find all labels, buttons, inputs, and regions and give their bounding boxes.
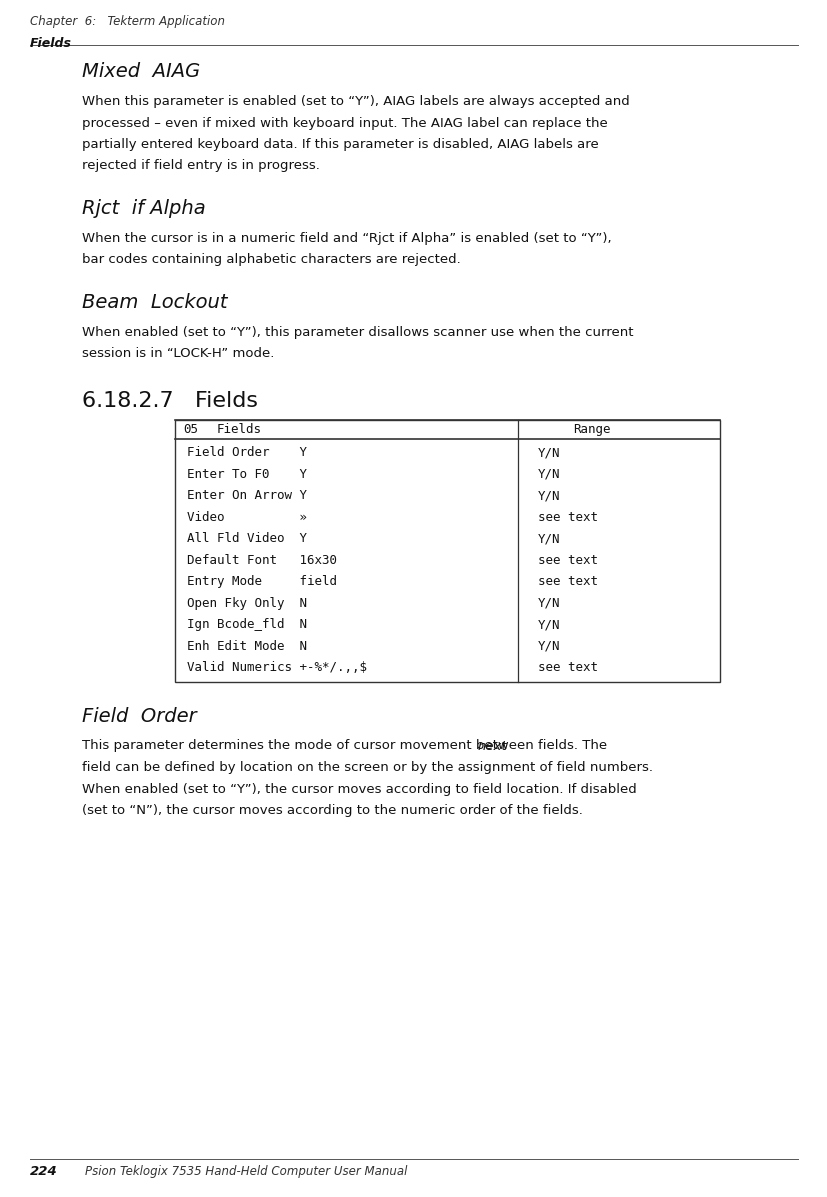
Text: Y/N: Y/N — [538, 597, 560, 609]
Text: 6.18.2.7   Fields: 6.18.2.7 Fields — [82, 391, 258, 411]
Text: Beam  Lockout: Beam Lockout — [82, 293, 227, 312]
Text: Enter To F0    Y: Enter To F0 Y — [187, 468, 307, 481]
Text: Field  Order: Field Order — [82, 706, 196, 725]
Text: Entry Mode     field: Entry Mode field — [187, 576, 337, 588]
Text: This parameter determines the mode of cursor movement between fields. The: This parameter determines the mode of cu… — [82, 740, 610, 753]
Text: Valid Numerics +-%*/.,,$: Valid Numerics +-%*/.,,$ — [187, 661, 366, 674]
Text: rejected if field entry is in progress.: rejected if field entry is in progress. — [82, 159, 319, 172]
Text: Field Order    Y: Field Order Y — [187, 446, 307, 460]
Text: Y/N: Y/N — [538, 490, 560, 503]
Text: next: next — [477, 740, 507, 753]
Text: Enh Edit Mode  N: Enh Edit Mode N — [187, 639, 307, 652]
Text: Range: Range — [572, 423, 609, 436]
Text: Y/N: Y/N — [538, 639, 560, 652]
Text: 224: 224 — [30, 1165, 58, 1178]
Text: 05: 05 — [183, 423, 198, 436]
Text: When enabled (set to “Y”), the cursor moves according to field location. If disa: When enabled (set to “Y”), the cursor mo… — [82, 783, 636, 796]
Text: session is in “LOCK-H” mode.: session is in “LOCK-H” mode. — [82, 347, 274, 360]
Text: Rjct  if Alpha: Rjct if Alpha — [82, 199, 205, 218]
Text: Fields: Fields — [30, 37, 72, 50]
Text: Open Fky Only  N: Open Fky Only N — [187, 597, 307, 609]
Text: Psion Teklogix 7535 Hand-Held Computer User Manual: Psion Teklogix 7535 Hand-Held Computer U… — [85, 1165, 407, 1178]
Text: Y/N: Y/N — [538, 446, 560, 460]
Text: Y/N: Y/N — [538, 533, 560, 546]
Text: see text: see text — [538, 511, 597, 524]
Text: see text: see text — [538, 576, 597, 588]
Text: When enabled (set to “Y”), this parameter disallows scanner use when the current: When enabled (set to “Y”), this paramete… — [82, 326, 633, 339]
Text: When the cursor is in a numeric field and “Rjct if Alpha” is enabled (set to “Y”: When the cursor is in a numeric field an… — [82, 232, 611, 245]
Text: Ign Bcode_fld  N: Ign Bcode_fld N — [187, 618, 307, 631]
Text: Y/N: Y/N — [538, 618, 560, 631]
Text: Default Font   16x30: Default Font 16x30 — [187, 554, 337, 566]
Text: Fields: Fields — [217, 423, 261, 436]
Text: see text: see text — [538, 661, 597, 674]
Text: processed – even if mixed with keyboard input. The AIAG label can replace the: processed – even if mixed with keyboard … — [82, 116, 607, 129]
Text: Chapter  6:   Tekterm Application: Chapter 6: Tekterm Application — [30, 16, 225, 28]
Text: (set to “N”), the cursor moves according to the numeric order of the fields.: (set to “N”), the cursor moves according… — [82, 804, 582, 818]
Text: Enter On Arrow Y: Enter On Arrow Y — [187, 490, 307, 503]
Text: All Fld Video  Y: All Fld Video Y — [187, 533, 307, 546]
Text: Mixed  AIAG: Mixed AIAG — [82, 62, 200, 81]
Text: bar codes containing alphabetic characters are rejected.: bar codes containing alphabetic characte… — [82, 254, 460, 267]
Text: Y/N: Y/N — [538, 468, 560, 481]
Text: partially entered keyboard data. If this parameter is disabled, AIAG labels are: partially entered keyboard data. If this… — [82, 138, 598, 151]
Bar — [174, 419, 719, 681]
Text: see text: see text — [538, 554, 597, 566]
Text: field can be defined by location on the screen or by the assignment of field num: field can be defined by location on the … — [82, 761, 653, 774]
Text: When this parameter is enabled (set to “Y”), AIAG labels are always accepted and: When this parameter is enabled (set to “… — [82, 95, 629, 108]
Text: Video          »: Video » — [187, 511, 307, 524]
